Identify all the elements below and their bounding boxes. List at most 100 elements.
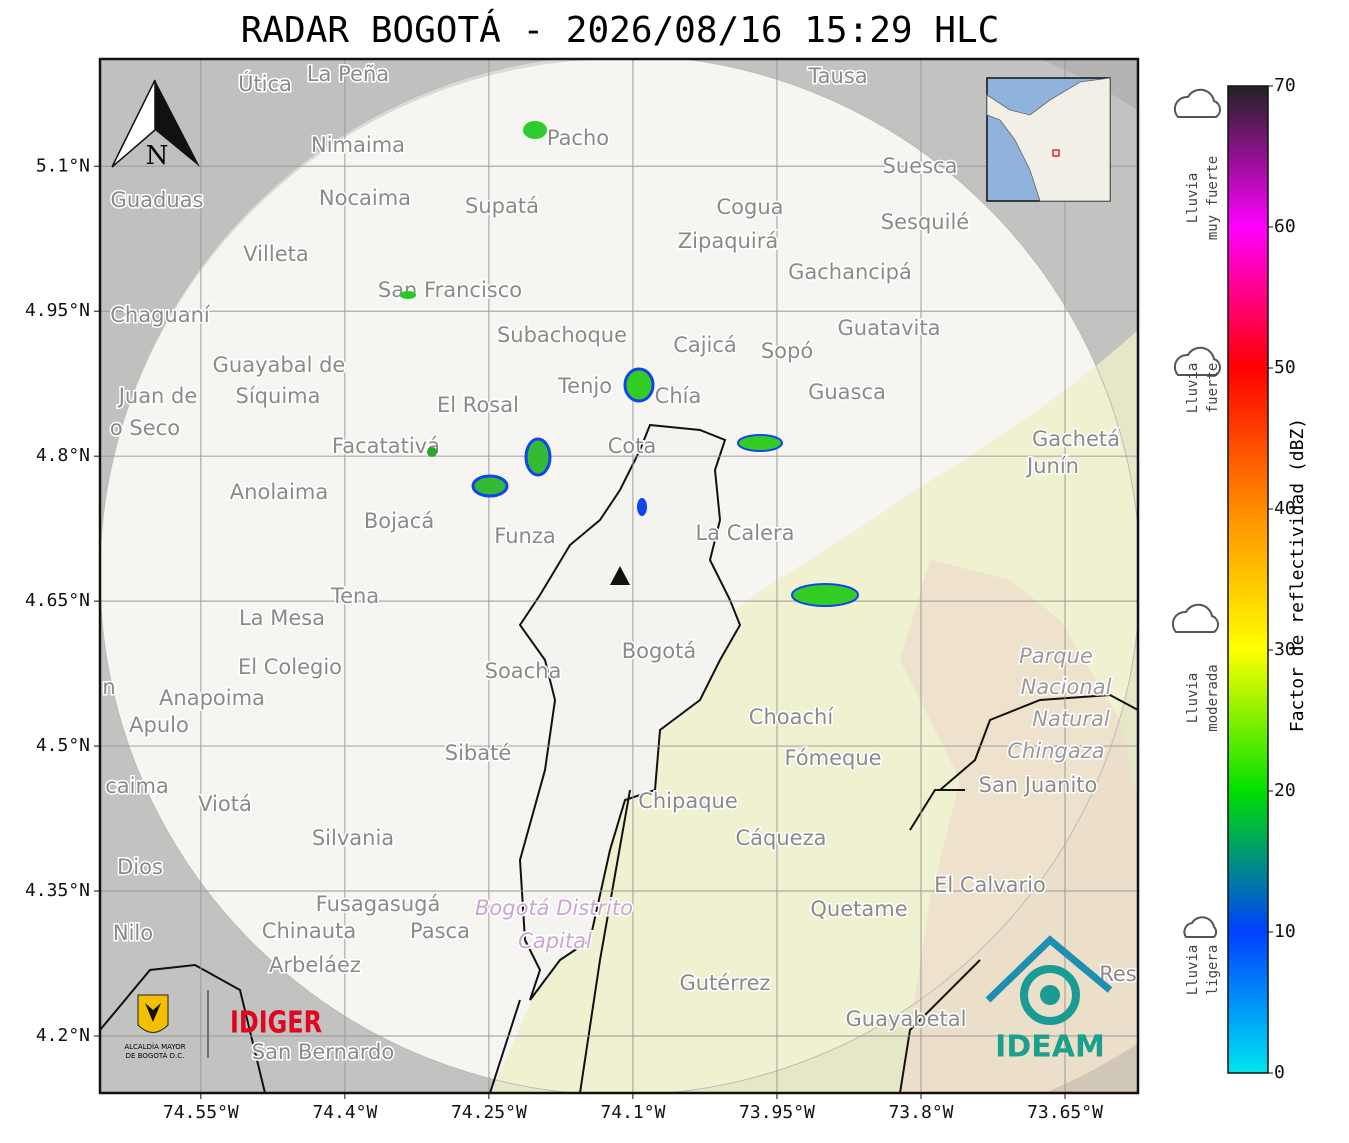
radar-site	[610, 566, 630, 585]
places: La Peña Útica Tausa Pacho Nimaima Guaduas Noca…	[101, 61, 1138, 1066]
place-label: Nocaima	[319, 186, 411, 210]
place-label: Capital	[518, 929, 592, 953]
place-label: Soacha	[485, 659, 562, 683]
lat-tick-label: 4.2°N	[36, 1025, 90, 1046]
lon-tick-label: 73.65°W	[1027, 1102, 1103, 1123]
lon-tick-label: 74.55°W	[163, 1102, 239, 1123]
place-label: San Francisco	[378, 278, 522, 302]
colorbar-tick-label: 10	[1274, 921, 1296, 942]
place-label: Viotá	[198, 792, 252, 816]
place-label: Anolaima	[230, 480, 328, 504]
colorbar-tick-label: 40	[1274, 498, 1296, 519]
colorbar-tick-label: 70	[1274, 75, 1296, 96]
department-boundary	[899, 693, 1138, 1093]
colorbar-tick-label: 50	[1274, 357, 1296, 378]
alcaldia-text: ALCALDÍA MAYOR	[124, 1042, 185, 1051]
lat-tick-label: 4.65°N	[25, 590, 90, 611]
place-label: Guasca	[808, 380, 886, 404]
alcaldia-logo: ALCALDÍA MAYOR DE BOGOTÁ D.C. IDIGER	[124, 990, 322, 1060]
lon-tick-label: 74.25°W	[451, 1102, 527, 1123]
place-label: Silvania	[312, 826, 394, 850]
place-label: Bogotá Distrito	[475, 896, 633, 920]
echo	[524, 437, 552, 477]
lat-tick-label: 5.1°N	[36, 155, 90, 176]
place-label: Nilo	[113, 921, 153, 945]
colorbar-fill	[1227, 85, 1269, 1074]
department-boundary	[100, 789, 631, 1093]
place-label: El Rosal	[437, 393, 519, 417]
lon-tick-label: 74.1°W	[600, 1102, 665, 1123]
lon-tick-label: 73.95°W	[739, 1102, 815, 1123]
place-label: Bojacá	[364, 509, 434, 533]
place-label: Chía	[655, 384, 702, 408]
lat-tick-label: 4.95°N	[25, 300, 90, 321]
place-label: Chingaza	[1007, 739, 1104, 763]
map-area: La Peña Útica Tausa Pacho Nimaima Guaduas Noca…	[100, 59, 1138, 1093]
place-label: El Calvario	[934, 873, 1046, 897]
place-label: Parque	[1019, 644, 1093, 668]
place-label: Juan de	[117, 384, 198, 408]
place-label: Útica	[238, 71, 292, 96]
north-label: N	[146, 141, 169, 171]
place-label: Quetame	[810, 897, 907, 921]
axis-ticks: 5.1°N 4.95°N 4.8°N 4.65°N 4.5°N 4.35°N 4.2°N 74…	[25, 155, 1103, 1123]
colorbar-tick-label: 0	[1274, 1062, 1285, 1083]
lat-tick-label: 4.5°N	[36, 735, 90, 756]
outside-range	[100, 59, 620, 560]
place-label: Nimaima	[311, 133, 405, 157]
place-label: El Colegio	[238, 655, 342, 679]
place-label: Suesca	[883, 154, 958, 178]
place-label: Guayabal de	[213, 353, 346, 377]
place-label: Supatá	[465, 194, 539, 218]
place-label: Subachoque	[497, 323, 627, 347]
echo	[637, 498, 647, 516]
echo	[737, 434, 783, 452]
colorbar-tick-label: 20	[1274, 780, 1296, 801]
place-label: Fusagasugá	[316, 892, 441, 916]
colorbar-tick-label: 30	[1274, 639, 1296, 660]
ideam-logo: IDEAM	[985, 935, 1113, 1065]
place-label: Fómeque	[784, 746, 881, 770]
place-label: Sopó	[761, 339, 813, 363]
place-label: caima	[105, 774, 169, 798]
place-label: Síquima	[236, 384, 321, 408]
place-label: Guatavita	[838, 316, 941, 340]
place-label: Anapoima	[159, 686, 265, 710]
place-label: Gachancipá	[788, 260, 912, 284]
rain-level-label: Lluvia	[1185, 173, 1201, 224]
place-label: Dios	[117, 855, 163, 879]
echo	[400, 291, 416, 299]
colorbar: Factor de reflectividad (dBZ) 0 10 20 30 40 5…	[1227, 75, 1308, 1083]
map-frame	[98, 57, 1140, 1095]
place-label: Guaduas	[111, 188, 204, 212]
place-label: Choachí	[749, 705, 835, 729]
lat-tick-label: 4.8°N	[36, 445, 90, 466]
place-label: Pasca	[410, 919, 470, 943]
place-label: Villeta	[243, 242, 308, 266]
place-label: Tena	[330, 584, 379, 608]
bogota-boundary	[518, 423, 742, 1001]
place-label: Tenjo	[557, 374, 612, 398]
rain-level-label: Lluvia	[1185, 673, 1201, 724]
place-label: La Peña	[307, 62, 389, 86]
ideam-text: IDEAM	[995, 1030, 1105, 1065]
place-label: Apulo	[129, 713, 189, 737]
north-arrow: N	[111, 79, 200, 171]
place-label: La Mesa	[239, 606, 325, 630]
alcaldia-text: DE BOGOTÁ D.C.	[126, 1051, 185, 1060]
rain-level-label: ligera	[1205, 945, 1221, 996]
rain-level-label: fuerte	[1205, 363, 1221, 414]
echo	[791, 583, 859, 607]
place-label: Funza	[494, 524, 555, 548]
rain-level-label: muy fuerte	[1205, 156, 1221, 240]
place-label: Sibaté	[445, 741, 512, 765]
place-label: Gachetá	[1032, 427, 1120, 451]
title: RADAR BOGOTÁ - 2026/08/16 15:29 HLC	[241, 9, 1000, 51]
place-label: Gutérrez	[679, 971, 770, 995]
echo	[471, 474, 509, 498]
lat-tick-label: 4.35°N	[25, 880, 90, 901]
grid	[100, 59, 1138, 1093]
idiger-logo: IDIGER	[230, 1006, 322, 1041]
place-label: o Seco	[110, 416, 180, 440]
place-label: Chaguaní	[110, 303, 211, 327]
